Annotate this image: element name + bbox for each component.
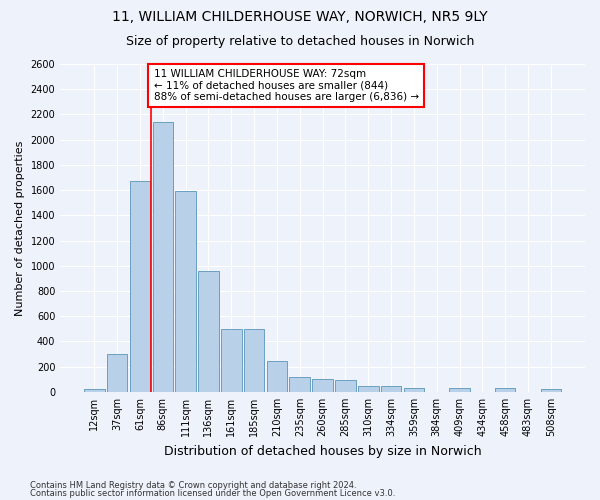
- Bar: [541, 389, 561, 392]
- Bar: [313, 380, 333, 392]
- Bar: [84, 389, 104, 392]
- Bar: [381, 386, 401, 392]
- Text: Size of property relative to detached houses in Norwich: Size of property relative to detached ho…: [126, 35, 474, 48]
- Bar: [289, 377, 310, 392]
- Bar: [244, 329, 265, 392]
- Bar: [107, 354, 127, 392]
- Bar: [198, 271, 219, 392]
- Bar: [495, 388, 515, 392]
- Bar: [152, 122, 173, 392]
- Bar: [358, 386, 379, 392]
- Y-axis label: Number of detached properties: Number of detached properties: [15, 140, 25, 316]
- Bar: [221, 329, 242, 392]
- Text: Contains public sector information licensed under the Open Government Licence v3: Contains public sector information licen…: [30, 489, 395, 498]
- Bar: [449, 388, 470, 392]
- Bar: [130, 182, 150, 392]
- Text: 11, WILLIAM CHILDERHOUSE WAY, NORWICH, NR5 9LY: 11, WILLIAM CHILDERHOUSE WAY, NORWICH, N…: [112, 10, 488, 24]
- X-axis label: Distribution of detached houses by size in Norwich: Distribution of detached houses by size …: [164, 444, 481, 458]
- Bar: [266, 361, 287, 392]
- Bar: [404, 388, 424, 392]
- Text: 11 WILLIAM CHILDERHOUSE WAY: 72sqm
← 11% of detached houses are smaller (844)
88: 11 WILLIAM CHILDERHOUSE WAY: 72sqm ← 11%…: [154, 69, 419, 102]
- Text: Contains HM Land Registry data © Crown copyright and database right 2024.: Contains HM Land Registry data © Crown c…: [30, 480, 356, 490]
- Bar: [175, 192, 196, 392]
- Bar: [335, 380, 356, 392]
